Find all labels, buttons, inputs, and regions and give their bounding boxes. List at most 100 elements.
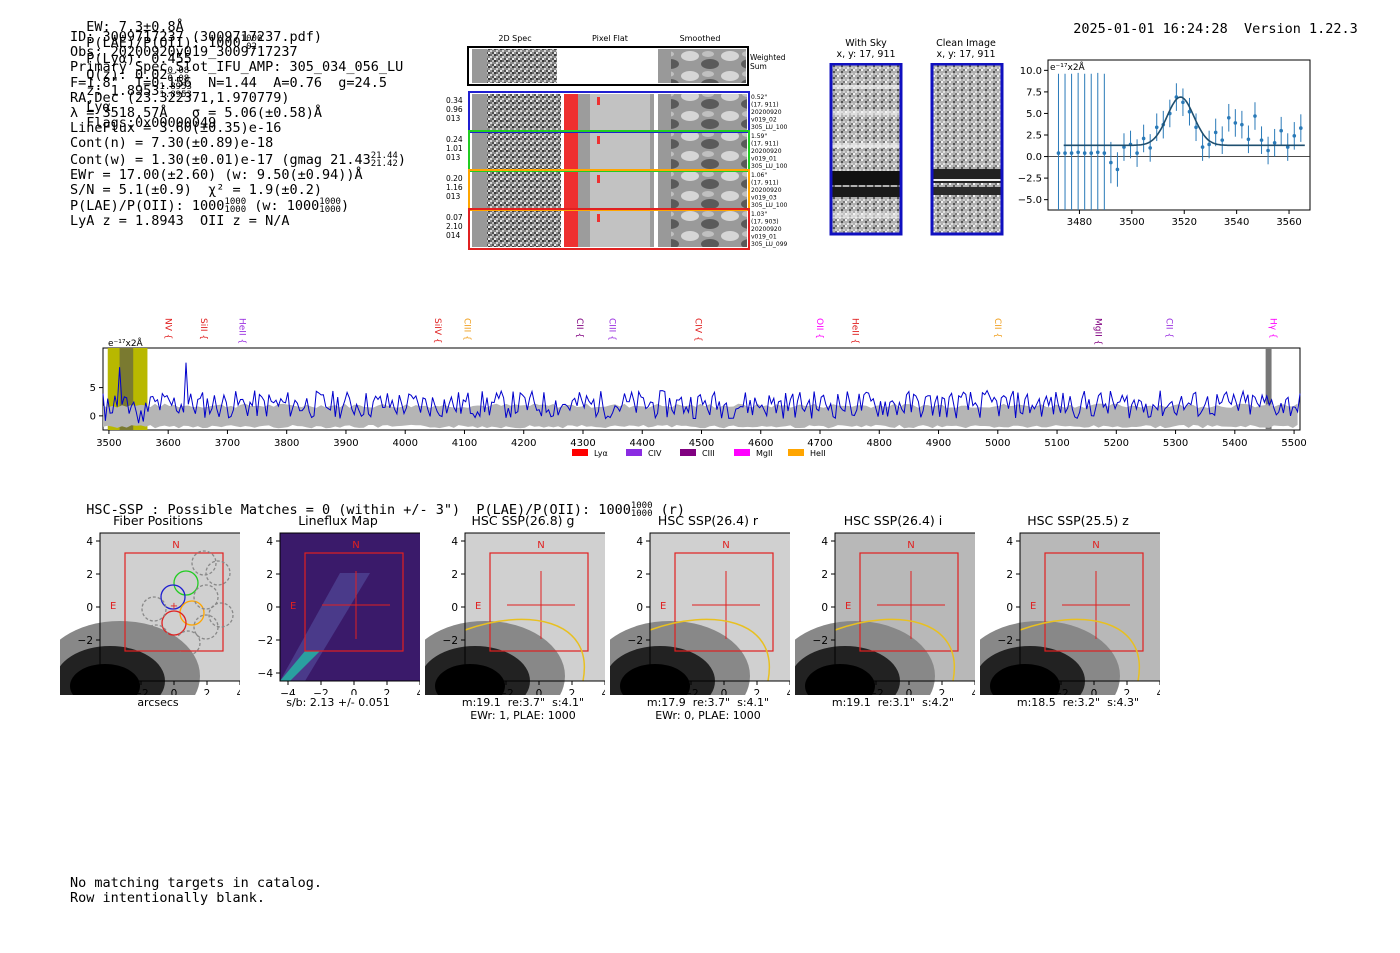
cutout-2d-spec bbox=[487, 172, 561, 208]
cutout-row-frame bbox=[468, 208, 750, 250]
fiber-circle bbox=[141, 596, 167, 622]
plae-ratio: P(LAE)/P(OII): 1000 1000 1000 (w: 1000 1000… bbox=[70, 198, 406, 216]
header-bar: EW: 7.3±0.8Å P(LAE)/P(OII): 1000 1000 02 P… bbox=[70, 3, 279, 131]
fiber-circle bbox=[205, 560, 231, 586]
col-2d-spec: 2D Spec bbox=[498, 34, 531, 43]
legend-swatch bbox=[788, 449, 804, 456]
cutout-right-label: (17, 903) bbox=[751, 219, 779, 226]
panel-y-tick-label: 2 bbox=[821, 569, 828, 581]
cutout-gap bbox=[472, 133, 487, 169]
panel-x-tick-label: 2 bbox=[754, 688, 761, 695]
panel-x-tick-label: −2 bbox=[133, 688, 148, 695]
cutout-gap-2 bbox=[658, 133, 671, 169]
hsc-panel-title: HSC SSP(26.8) g bbox=[471, 513, 575, 528]
spectrum-y-axis: 50 bbox=[90, 383, 103, 422]
cutout-bad-column bbox=[564, 172, 578, 208]
gmag-hi: 21.44 bbox=[370, 150, 398, 161]
panel-x-tick-label: 4 bbox=[417, 688, 420, 695]
emission-line-label: NV { bbox=[162, 318, 172, 339]
line-fit-points bbox=[1048, 72, 1310, 210]
hsc-panel-image: N E 4 2 0 −2 −4 −4 −2 0 2 4 bbox=[980, 532, 1160, 695]
hsc-plae-lo: 1000 bbox=[630, 509, 653, 519]
x-tick-label: 4900 bbox=[926, 438, 951, 449]
cutout-2d-spec bbox=[487, 211, 561, 247]
panel-x-tick-label: 4 bbox=[972, 688, 975, 695]
data-point bbox=[1141, 136, 1146, 141]
cutout-right-label: (17, 911) bbox=[751, 180, 779, 187]
galaxy-center bbox=[435, 664, 505, 695]
panel-y-tick-label: −4 bbox=[998, 668, 1014, 680]
clean-image bbox=[930, 63, 1004, 236]
plae-w-end: ) bbox=[340, 198, 350, 215]
panel-x-tick-label: 2 bbox=[384, 688, 391, 695]
panel-x-tick-label: 4 bbox=[787, 688, 790, 695]
panel-x-tick-label: −2 bbox=[683, 688, 698, 695]
cutout-right-label: (17, 911) bbox=[751, 141, 779, 148]
masked-window bbox=[1265, 348, 1272, 430]
cont-narrow: Cont(n) = 7.30(±0.89)e-18 bbox=[70, 135, 274, 152]
y-tick-label: 2.5 bbox=[1026, 131, 1042, 142]
panel-x-tick-label: −2 bbox=[868, 688, 883, 695]
data-point bbox=[1095, 150, 1100, 155]
observation-id: Obs: 20200920v019_3009717237 bbox=[70, 44, 298, 61]
cutout-right-label: 1.59" bbox=[751, 133, 767, 140]
panel-y-tick-label: −2 bbox=[813, 635, 828, 647]
hsc-panel-caption-1: arcsecs bbox=[137, 696, 179, 709]
data-point bbox=[1187, 109, 1192, 114]
panel-x-tick-label: −4 bbox=[1020, 688, 1036, 695]
panel-x-tick-label: −4 bbox=[835, 688, 851, 695]
plae-value: P(LAE)/P(OII): 1000 bbox=[86, 35, 241, 51]
cutout-flat-mark bbox=[597, 175, 600, 183]
fiber-circle bbox=[191, 550, 217, 576]
legend-label: MgII bbox=[756, 449, 773, 458]
fiber-cutouts: 2D Spec Pixel Flat Smoothed Weighted Sum… bbox=[446, 34, 788, 250]
z-line: Lyα bbox=[86, 99, 111, 115]
z-value: z: 1.8953 bbox=[86, 83, 160, 99]
x-tick-label: 3560 bbox=[1276, 217, 1301, 228]
footer-line-1: No matching targets in catalog. bbox=[70, 875, 322, 891]
with-sky-image bbox=[829, 63, 903, 236]
cutout-right-label: v019_01 bbox=[751, 234, 777, 241]
plae-lo: 02 bbox=[246, 42, 257, 52]
cutout-left-label: 0.20 bbox=[446, 174, 463, 183]
data-point bbox=[1213, 130, 1218, 135]
emission-line-labels: NV {SiII {HeII {SiIV {CIII {CII {CIII {C… bbox=[162, 318, 1277, 345]
y-tick-label: 10.0 bbox=[1020, 66, 1042, 77]
panel-y-tick-label: −4 bbox=[443, 668, 459, 680]
panel-x-tick-label: −2 bbox=[498, 688, 513, 695]
x-tick-label: 3800 bbox=[274, 438, 299, 449]
panel-y-tick-label: 4 bbox=[1006, 536, 1013, 548]
cutout-bad-column bbox=[564, 94, 578, 130]
cutout-divider bbox=[654, 172, 658, 208]
data-point bbox=[1259, 138, 1264, 142]
cutout-flat-mark bbox=[597, 97, 600, 105]
panel-y-tick-label: −2 bbox=[78, 635, 93, 647]
col-smoothed: Smoothed bbox=[680, 34, 721, 43]
sky-images bbox=[829, 63, 1004, 236]
cutout-left-label: 2.10 bbox=[446, 222, 463, 231]
panel-y-tick-label: 2 bbox=[1006, 569, 1013, 581]
data-point bbox=[1115, 167, 1120, 172]
emission-line-label: SiIV { bbox=[432, 318, 442, 344]
cutout-right-label: v019_02 bbox=[751, 117, 777, 124]
x-tick-label: 4500 bbox=[689, 438, 714, 449]
spec-slot: Primary Spec_Slot_IFU_AMP: 305_034_056_L… bbox=[70, 59, 404, 76]
cutout-right-label: 1.03" bbox=[751, 211, 767, 218]
cutout-right-label: 305_LU_099 bbox=[751, 241, 788, 248]
cutout-divider bbox=[654, 133, 658, 169]
hsc-panel-caption-2: EWr: 1, PLAE: 1000 bbox=[470, 709, 576, 722]
x-tick-label: 4700 bbox=[807, 438, 832, 449]
data-point bbox=[1063, 151, 1067, 155]
x-tick-label: 5300 bbox=[1163, 438, 1188, 449]
x-tick-label: 3700 bbox=[215, 438, 240, 449]
cutout-right-label: 0.52" bbox=[751, 94, 767, 101]
hsc-panel-image: N E 4 2 0 −2 −4 −4 −2 0 2 4 bbox=[795, 532, 975, 695]
x-tick-label: 3480 bbox=[1067, 217, 1092, 228]
panel-x-tick-label: 4 bbox=[1157, 688, 1160, 695]
x-tick-label: 5000 bbox=[985, 438, 1010, 449]
hsc-panel-title: HSC SSP(26.4) i bbox=[843, 513, 943, 528]
plae-w-lo: 1000 bbox=[319, 205, 341, 216]
hsc-panel-caption: m:18.5 re:3.2" s:4.3" bbox=[993, 696, 1163, 709]
with-sky-label: With Sky bbox=[845, 38, 887, 49]
emission-line-label: SiII { bbox=[198, 318, 208, 340]
